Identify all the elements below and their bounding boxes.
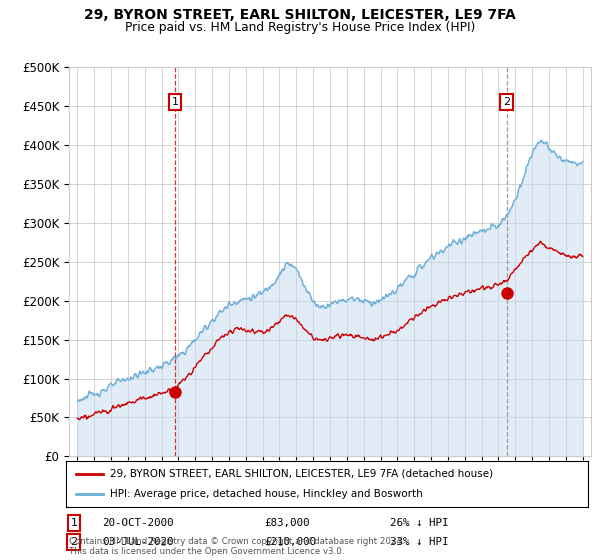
Text: 2: 2: [70, 537, 77, 547]
Text: 29, BYRON STREET, EARL SHILTON, LEICESTER, LE9 7FA: 29, BYRON STREET, EARL SHILTON, LEICESTE…: [84, 8, 516, 22]
Text: HPI: Average price, detached house, Hinckley and Bosworth: HPI: Average price, detached house, Hinc…: [110, 489, 423, 499]
Text: 20-OCT-2000: 20-OCT-2000: [103, 518, 174, 528]
Text: 03-JUL-2020: 03-JUL-2020: [103, 537, 174, 547]
Text: £210,000: £210,000: [265, 537, 316, 547]
Text: 1: 1: [172, 97, 179, 107]
Text: £83,000: £83,000: [265, 518, 310, 528]
Text: 2: 2: [503, 97, 511, 107]
Text: 26% ↓ HPI: 26% ↓ HPI: [389, 518, 448, 528]
Text: 33% ↓ HPI: 33% ↓ HPI: [389, 537, 448, 547]
Text: Contains HM Land Registry data © Crown copyright and database right 2024.
This d: Contains HM Land Registry data © Crown c…: [69, 536, 404, 556]
Text: 29, BYRON STREET, EARL SHILTON, LEICESTER, LE9 7FA (detached house): 29, BYRON STREET, EARL SHILTON, LEICESTE…: [110, 469, 493, 479]
Text: Price paid vs. HM Land Registry's House Price Index (HPI): Price paid vs. HM Land Registry's House …: [125, 21, 475, 34]
Text: 1: 1: [70, 518, 77, 528]
